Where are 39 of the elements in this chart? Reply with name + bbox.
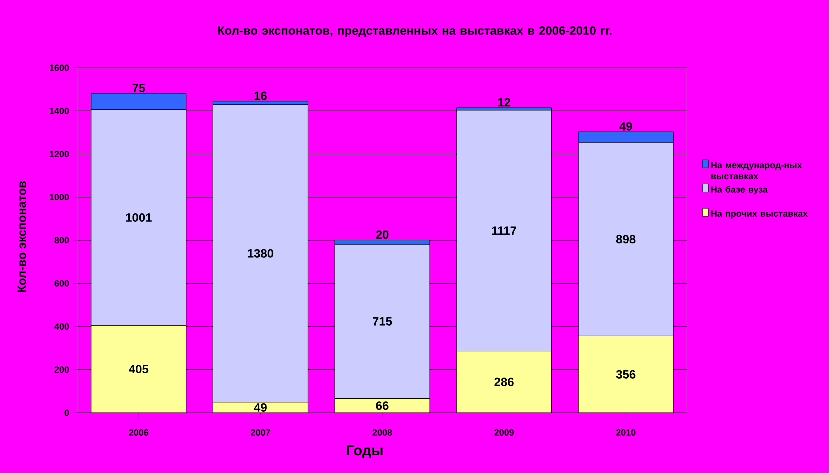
data-label: 20	[376, 230, 389, 240]
x-tick-label: 2008	[372, 430, 392, 436]
legend-label: На международ-ных выставках	[711, 162, 802, 180]
data-label: 66	[376, 402, 389, 410]
y-tick-label: 0	[64, 410, 70, 416]
y-tick-label: 1200	[50, 151, 70, 158]
x-tick-label: 2006	[129, 430, 149, 436]
chart-title: Кол-во экспонатов, представленных на выставках в 2006-2010 гг.	[218, 26, 612, 38]
bar	[578, 336, 674, 413]
legend-label: На базе вуза	[711, 186, 768, 195]
x-axis-title: Годы	[347, 446, 383, 458]
data-label: 1380	[248, 249, 274, 258]
x-tick-label: 2009	[494, 430, 514, 436]
data-label: 16	[254, 92, 267, 100]
y-tick-label: 200	[54, 366, 70, 374]
data-label: 75	[132, 84, 146, 92]
data-label: 49	[254, 403, 267, 412]
data-label: 286	[494, 378, 514, 386]
y-tick-label: 1000	[50, 194, 70, 201]
y-tick-label: 1400	[50, 108, 70, 114]
legend-label: На прочих выставках	[711, 210, 808, 219]
data-label: 898	[616, 235, 636, 244]
data-label: 49	[620, 122, 632, 131]
data-label: 356	[616, 370, 636, 379]
data-label: 12	[498, 98, 510, 107]
x-tick-label: 2010	[616, 430, 636, 436]
y-tick-label: 800	[54, 237, 70, 244]
data-label: 1001	[126, 213, 152, 222]
bar	[334, 398, 430, 413]
y-tick-label: 1600	[50, 64, 70, 72]
data-label: 1117	[492, 226, 516, 236]
y-tick-label: 400	[54, 324, 70, 330]
y-axis-title: Кол-во экспонатов	[18, 182, 26, 292]
bar	[456, 351, 552, 413]
x-tick-label: 2007	[251, 430, 270, 436]
data-label: 405	[129, 365, 149, 374]
y-tick-label: 600	[54, 280, 70, 287]
data-label: 715	[373, 317, 392, 326]
bar	[91, 325, 187, 413]
